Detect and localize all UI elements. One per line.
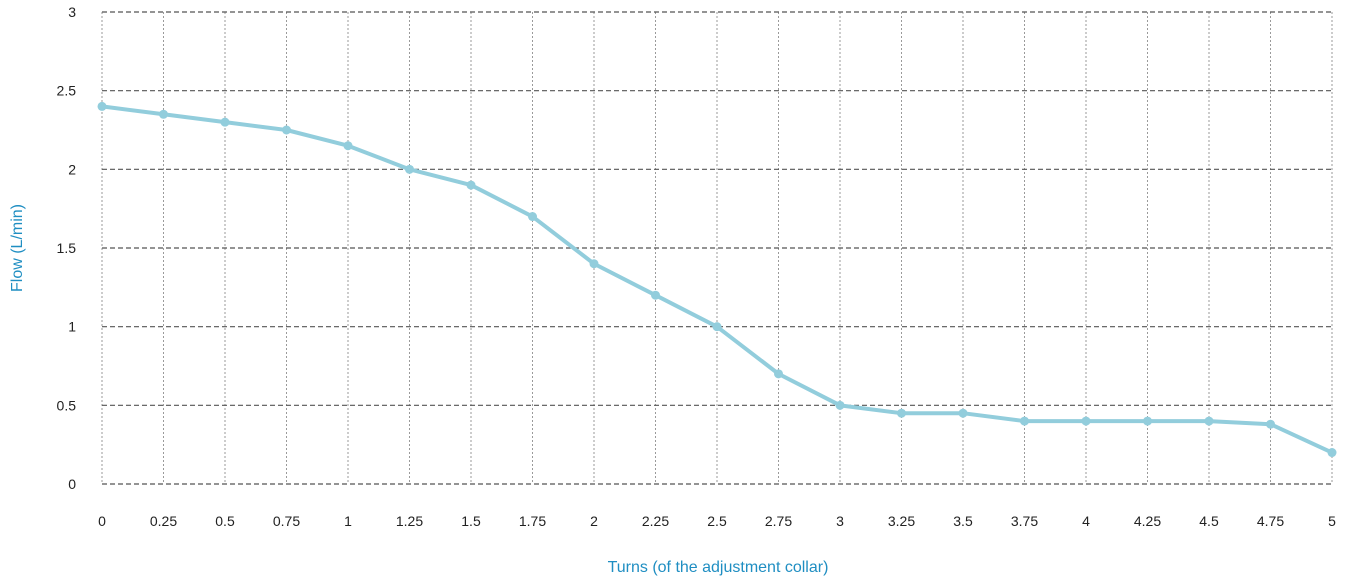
data-point — [282, 125, 291, 135]
x-tick-label: 5 — [1328, 513, 1336, 529]
y-tick-label: 0 — [68, 476, 76, 492]
x-tick-label: 3.25 — [888, 513, 915, 529]
x-tick-label: 2.5 — [707, 513, 727, 529]
data-point — [651, 290, 660, 300]
horizontal-gridlines — [102, 11, 1332, 485]
y-axis-title: Flow (L/min) — [9, 204, 26, 292]
data-point — [466, 180, 476, 190]
x-tick-label: 2 — [590, 513, 598, 529]
y-tick-label: 2 — [68, 161, 76, 177]
data-point — [1081, 416, 1091, 426]
x-tick-label: 1 — [344, 513, 352, 529]
y-tick-label: 0.5 — [57, 397, 77, 413]
data-point — [1143, 416, 1152, 426]
data-point — [835, 400, 845, 410]
data-point — [405, 164, 414, 174]
y-tick-label: 2.5 — [57, 83, 77, 99]
x-tick-label: 3.75 — [1011, 513, 1038, 529]
x-tick-label: 2.25 — [642, 513, 669, 529]
data-point — [159, 109, 168, 119]
data-point — [343, 141, 353, 151]
y-tick-label: 3 — [68, 4, 76, 20]
data-point — [589, 259, 599, 269]
y-axis-tick-labels: 0 0.5 1 1.5 2 2.5 3 — [57, 4, 77, 492]
x-tick-label: 1.5 — [461, 513, 481, 529]
data-point — [897, 408, 906, 418]
data-point — [528, 212, 537, 222]
data-point — [1266, 419, 1275, 429]
x-tick-label: 0.75 — [273, 513, 300, 529]
x-tick-label: 2.75 — [765, 513, 792, 529]
x-tick-label: 4 — [1082, 513, 1090, 529]
x-tick-label: 0 — [98, 513, 106, 529]
x-tick-label: 0.25 — [150, 513, 177, 529]
data-point — [774, 369, 783, 379]
data-point — [712, 322, 722, 332]
x-tick-label: 1.25 — [396, 513, 423, 529]
x-tick-label: 4.25 — [1134, 513, 1161, 529]
y-tick-label: 1 — [68, 319, 76, 335]
data-point — [97, 101, 107, 111]
data-point — [1327, 448, 1337, 458]
data-point — [1204, 416, 1214, 426]
data-point — [1020, 416, 1029, 426]
data-point — [220, 117, 230, 127]
x-tick-label: 3.5 — [953, 513, 973, 529]
data-point — [958, 408, 968, 418]
x-tick-label: 1.75 — [519, 513, 546, 529]
series-layer — [97, 101, 1337, 458]
y-tick-label: 1.5 — [57, 240, 77, 256]
x-tick-label: 3 — [836, 513, 844, 529]
x-tick-label: 4.75 — [1257, 513, 1284, 529]
x-tick-label: 0.5 — [215, 513, 235, 529]
x-tick-label: 4.5 — [1199, 513, 1219, 529]
x-axis-title: Turns (of the adjustment collar) — [608, 559, 829, 576]
x-axis-tick-labels: 0 0.25 0.5 0.75 1 1.25 1.5 1.75 2 2.25 2.5 2.75 3 3.2… — [98, 513, 1336, 529]
